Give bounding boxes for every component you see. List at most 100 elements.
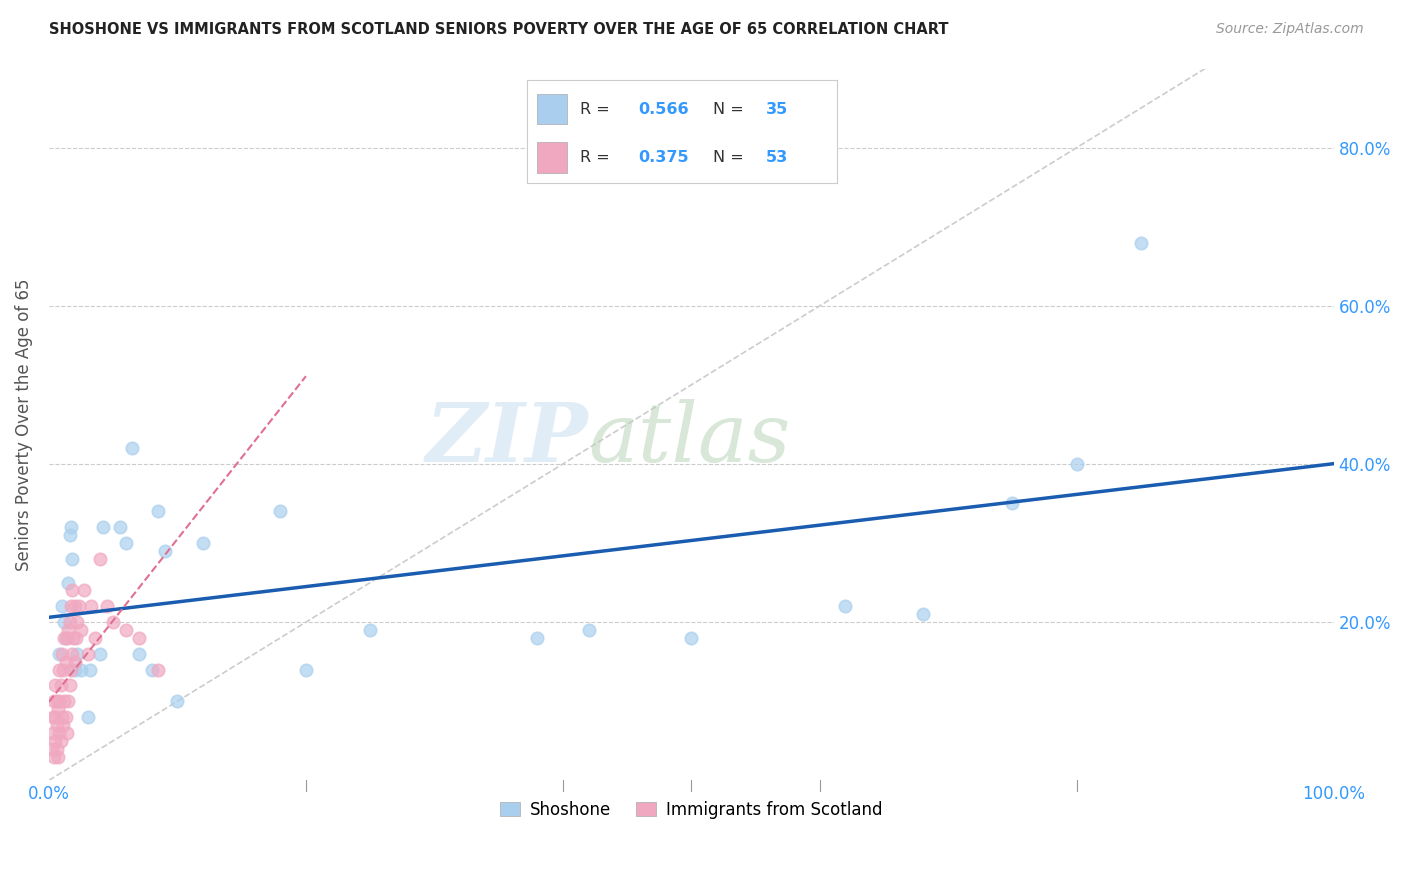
Point — [55, 631, 77, 645]
Point — [128, 647, 150, 661]
Point — [1129, 235, 1152, 250]
Point — [911, 607, 934, 622]
Point — [80, 599, 103, 614]
Point — [121, 441, 143, 455]
Point — [55, 655, 77, 669]
Text: Source: ZipAtlas.com: Source: ZipAtlas.com — [1216, 22, 1364, 37]
Text: atlas: atlas — [589, 399, 792, 479]
Point — [70, 663, 93, 677]
Point — [63, 663, 86, 677]
Point — [53, 615, 76, 629]
Point — [52, 663, 75, 677]
Point — [73, 583, 96, 598]
Point — [115, 536, 138, 550]
Point — [834, 599, 856, 614]
Point — [41, 741, 63, 756]
Point — [48, 694, 70, 708]
Text: 35: 35 — [765, 102, 787, 117]
Point — [76, 710, 98, 724]
Point — [65, 631, 87, 645]
Point — [52, 718, 75, 732]
Point — [269, 504, 291, 518]
Point — [42, 710, 65, 724]
Point — [96, 599, 118, 614]
Point — [578, 623, 600, 637]
Point — [108, 520, 131, 534]
Point — [191, 536, 214, 550]
Point — [63, 599, 86, 614]
Point — [141, 663, 163, 677]
Point — [56, 631, 79, 645]
Text: SHOSHONE VS IMMIGRANTS FROM SCOTLAND SENIORS POVERTY OVER THE AGE OF 65 CORRELAT: SHOSHONE VS IMMIGRANTS FROM SCOTLAND SEN… — [49, 22, 949, 37]
Point — [58, 528, 80, 542]
Point — [60, 647, 83, 661]
Point — [58, 678, 80, 692]
Text: ZIP: ZIP — [426, 399, 589, 479]
Point — [59, 599, 82, 614]
Point — [115, 623, 138, 637]
Point — [42, 694, 65, 708]
Bar — [537, 142, 568, 173]
Point — [59, 663, 82, 677]
Point — [44, 678, 66, 692]
Point — [59, 520, 82, 534]
Point — [51, 647, 73, 661]
Point — [42, 726, 65, 740]
Legend: Shoshone, Immigrants from Scotland: Shoshone, Immigrants from Scotland — [494, 794, 890, 825]
Point — [48, 726, 70, 740]
Point — [58, 694, 80, 708]
Point — [44, 733, 66, 747]
Point — [45, 694, 67, 708]
Point — [359, 623, 381, 637]
Point — [79, 663, 101, 677]
Point — [1001, 496, 1024, 510]
Point — [681, 631, 703, 645]
Point — [91, 520, 114, 534]
Point — [55, 710, 77, 724]
Bar — [537, 94, 568, 124]
Text: N =: N = — [713, 102, 749, 117]
Point — [49, 733, 72, 747]
Text: N =: N = — [713, 150, 749, 165]
Point — [46, 702, 69, 716]
Point — [103, 615, 125, 629]
Point — [76, 647, 98, 661]
Point — [70, 623, 93, 637]
Point — [48, 647, 70, 661]
Point — [146, 504, 169, 518]
Point — [66, 647, 89, 661]
Text: 53: 53 — [765, 150, 787, 165]
Point — [60, 583, 83, 598]
Point — [295, 663, 318, 677]
Point — [1066, 457, 1088, 471]
Point — [48, 663, 70, 677]
Point — [45, 718, 67, 732]
Point — [58, 623, 80, 637]
Point — [51, 599, 73, 614]
Point — [53, 694, 76, 708]
Point — [42, 749, 65, 764]
Point — [49, 678, 72, 692]
Point — [84, 631, 107, 645]
Point — [66, 615, 89, 629]
Point — [526, 631, 548, 645]
Text: 0.375: 0.375 — [638, 150, 689, 165]
Point — [89, 647, 111, 661]
Point — [166, 694, 188, 708]
Point — [63, 655, 86, 669]
Point — [44, 710, 66, 724]
Point — [53, 631, 76, 645]
Point — [89, 552, 111, 566]
Y-axis label: Seniors Poverty Over the Age of 65: Seniors Poverty Over the Age of 65 — [15, 278, 32, 571]
Text: R =: R = — [579, 102, 614, 117]
Text: R =: R = — [579, 150, 614, 165]
Point — [46, 749, 69, 764]
Point — [51, 710, 73, 724]
Point — [67, 599, 90, 614]
Point — [60, 552, 83, 566]
Text: 0.566: 0.566 — [638, 102, 689, 117]
Point — [58, 575, 80, 590]
Point — [56, 726, 79, 740]
Point — [62, 631, 84, 645]
Point — [45, 741, 67, 756]
